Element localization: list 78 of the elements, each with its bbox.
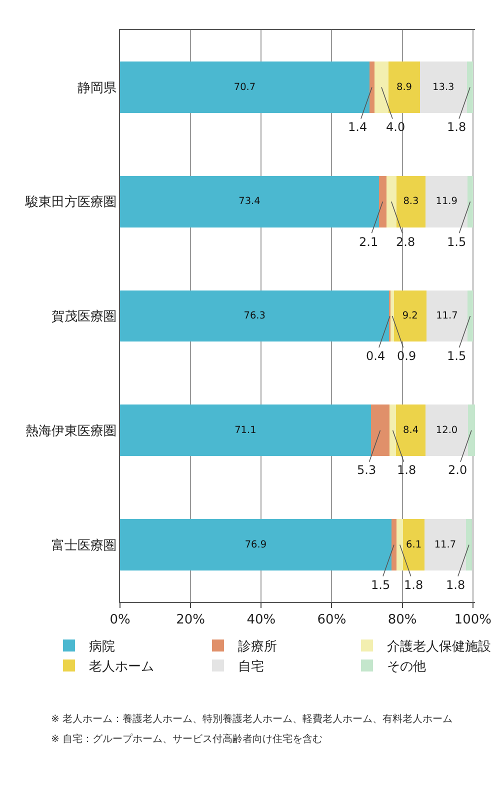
legend-label: 病院 [89, 640, 115, 655]
bar [396, 176, 426, 228]
bar [386, 176, 396, 228]
legend-label: その他 [387, 660, 426, 675]
legend-label: 診療所 [238, 640, 277, 655]
bar [468, 176, 473, 228]
data-label: 2.8 [396, 235, 416, 249]
data-label: 5.3 [357, 463, 376, 477]
bar [120, 61, 370, 113]
data-label: 1.5 [371, 578, 390, 592]
bar [426, 290, 468, 342]
bar [374, 61, 389, 113]
bar [396, 519, 404, 571]
data-label: 11.7 [436, 310, 458, 322]
bar [394, 290, 426, 342]
data-label: 1.8 [446, 578, 466, 592]
bar [388, 61, 420, 113]
data-label: 11.7 [434, 539, 456, 550]
data-label: 76.9 [244, 539, 267, 550]
data-label: 1.8 [447, 120, 466, 134]
bar [468, 404, 475, 456]
data-label: 4.0 [386, 120, 406, 134]
data-label: 1.8 [404, 578, 424, 592]
bar [120, 404, 371, 456]
x-tick-label: 100% [454, 612, 492, 628]
x-tick-label: 40% [246, 612, 276, 628]
data-label: 1.5 [447, 349, 466, 363]
bar [466, 61, 474, 113]
bar [466, 519, 472, 571]
bar [120, 176, 380, 228]
y-tick-label: 富士医療圏 [51, 537, 116, 554]
data-label: 1.4 [348, 120, 368, 134]
x-tick-label: 20% [176, 612, 206, 628]
data-label: 11.9 [436, 196, 458, 208]
data-label: 0.9 [397, 349, 416, 363]
bar [370, 404, 390, 456]
data-label: 1.8 [397, 463, 416, 477]
text: ※ 自宅：グループホーム、サービス付高齢者向け住宅を含む [51, 733, 323, 745]
y-tick-label: 熱海伊東医療圏 [25, 424, 116, 439]
bar [390, 404, 396, 456]
data-label: 8.3 [403, 196, 419, 208]
text: ※ 老人ホーム：養護老人ホーム、特別養護老人ホーム、軽費老人ホーム、有料老人ホーム [51, 713, 453, 725]
bar [420, 61, 467, 113]
data-label: 73.4 [238, 196, 260, 208]
bar [468, 290, 473, 342]
data-label: 0.4 [366, 349, 386, 363]
data-label: 76.3 [244, 310, 266, 322]
data-label: 71.1 [234, 425, 256, 436]
x-tick-label: 60% [317, 612, 346, 628]
data-label: 1.5 [447, 235, 466, 249]
bar [426, 176, 468, 228]
data-label: 6.1 [406, 539, 422, 550]
data-label: 70.7 [234, 82, 256, 93]
y-tick-label: 静岡県 [77, 80, 116, 96]
data-label: 8.9 [396, 82, 412, 93]
bar [391, 519, 397, 571]
bar [396, 404, 426, 456]
legend-label: 介護老人保健施設 [387, 640, 491, 655]
x-tick-label: 80% [388, 612, 417, 628]
data-label: 9.2 [402, 310, 418, 322]
data-label: 2.0 [448, 463, 468, 477]
data-label: 8.4 [403, 425, 419, 436]
x-tick-label: 0% [110, 612, 130, 628]
bar [369, 61, 374, 113]
data-label: 12.0 [436, 425, 458, 436]
legend-label: 自宅 [238, 658, 264, 675]
bar [426, 404, 468, 456]
data-label: 2.1 [359, 235, 378, 249]
bar [403, 519, 425, 571]
bar [120, 519, 392, 571]
bar [120, 290, 390, 342]
y-tick-label: 賀茂医療圏 [51, 310, 116, 325]
y-tick-label: 駿東田方医療圏 [24, 194, 116, 210]
bar [379, 176, 386, 228]
legend-label: 老人ホーム [89, 660, 154, 675]
data-label: 13.3 [432, 82, 454, 93]
bar [390, 290, 394, 342]
bar [424, 519, 466, 571]
